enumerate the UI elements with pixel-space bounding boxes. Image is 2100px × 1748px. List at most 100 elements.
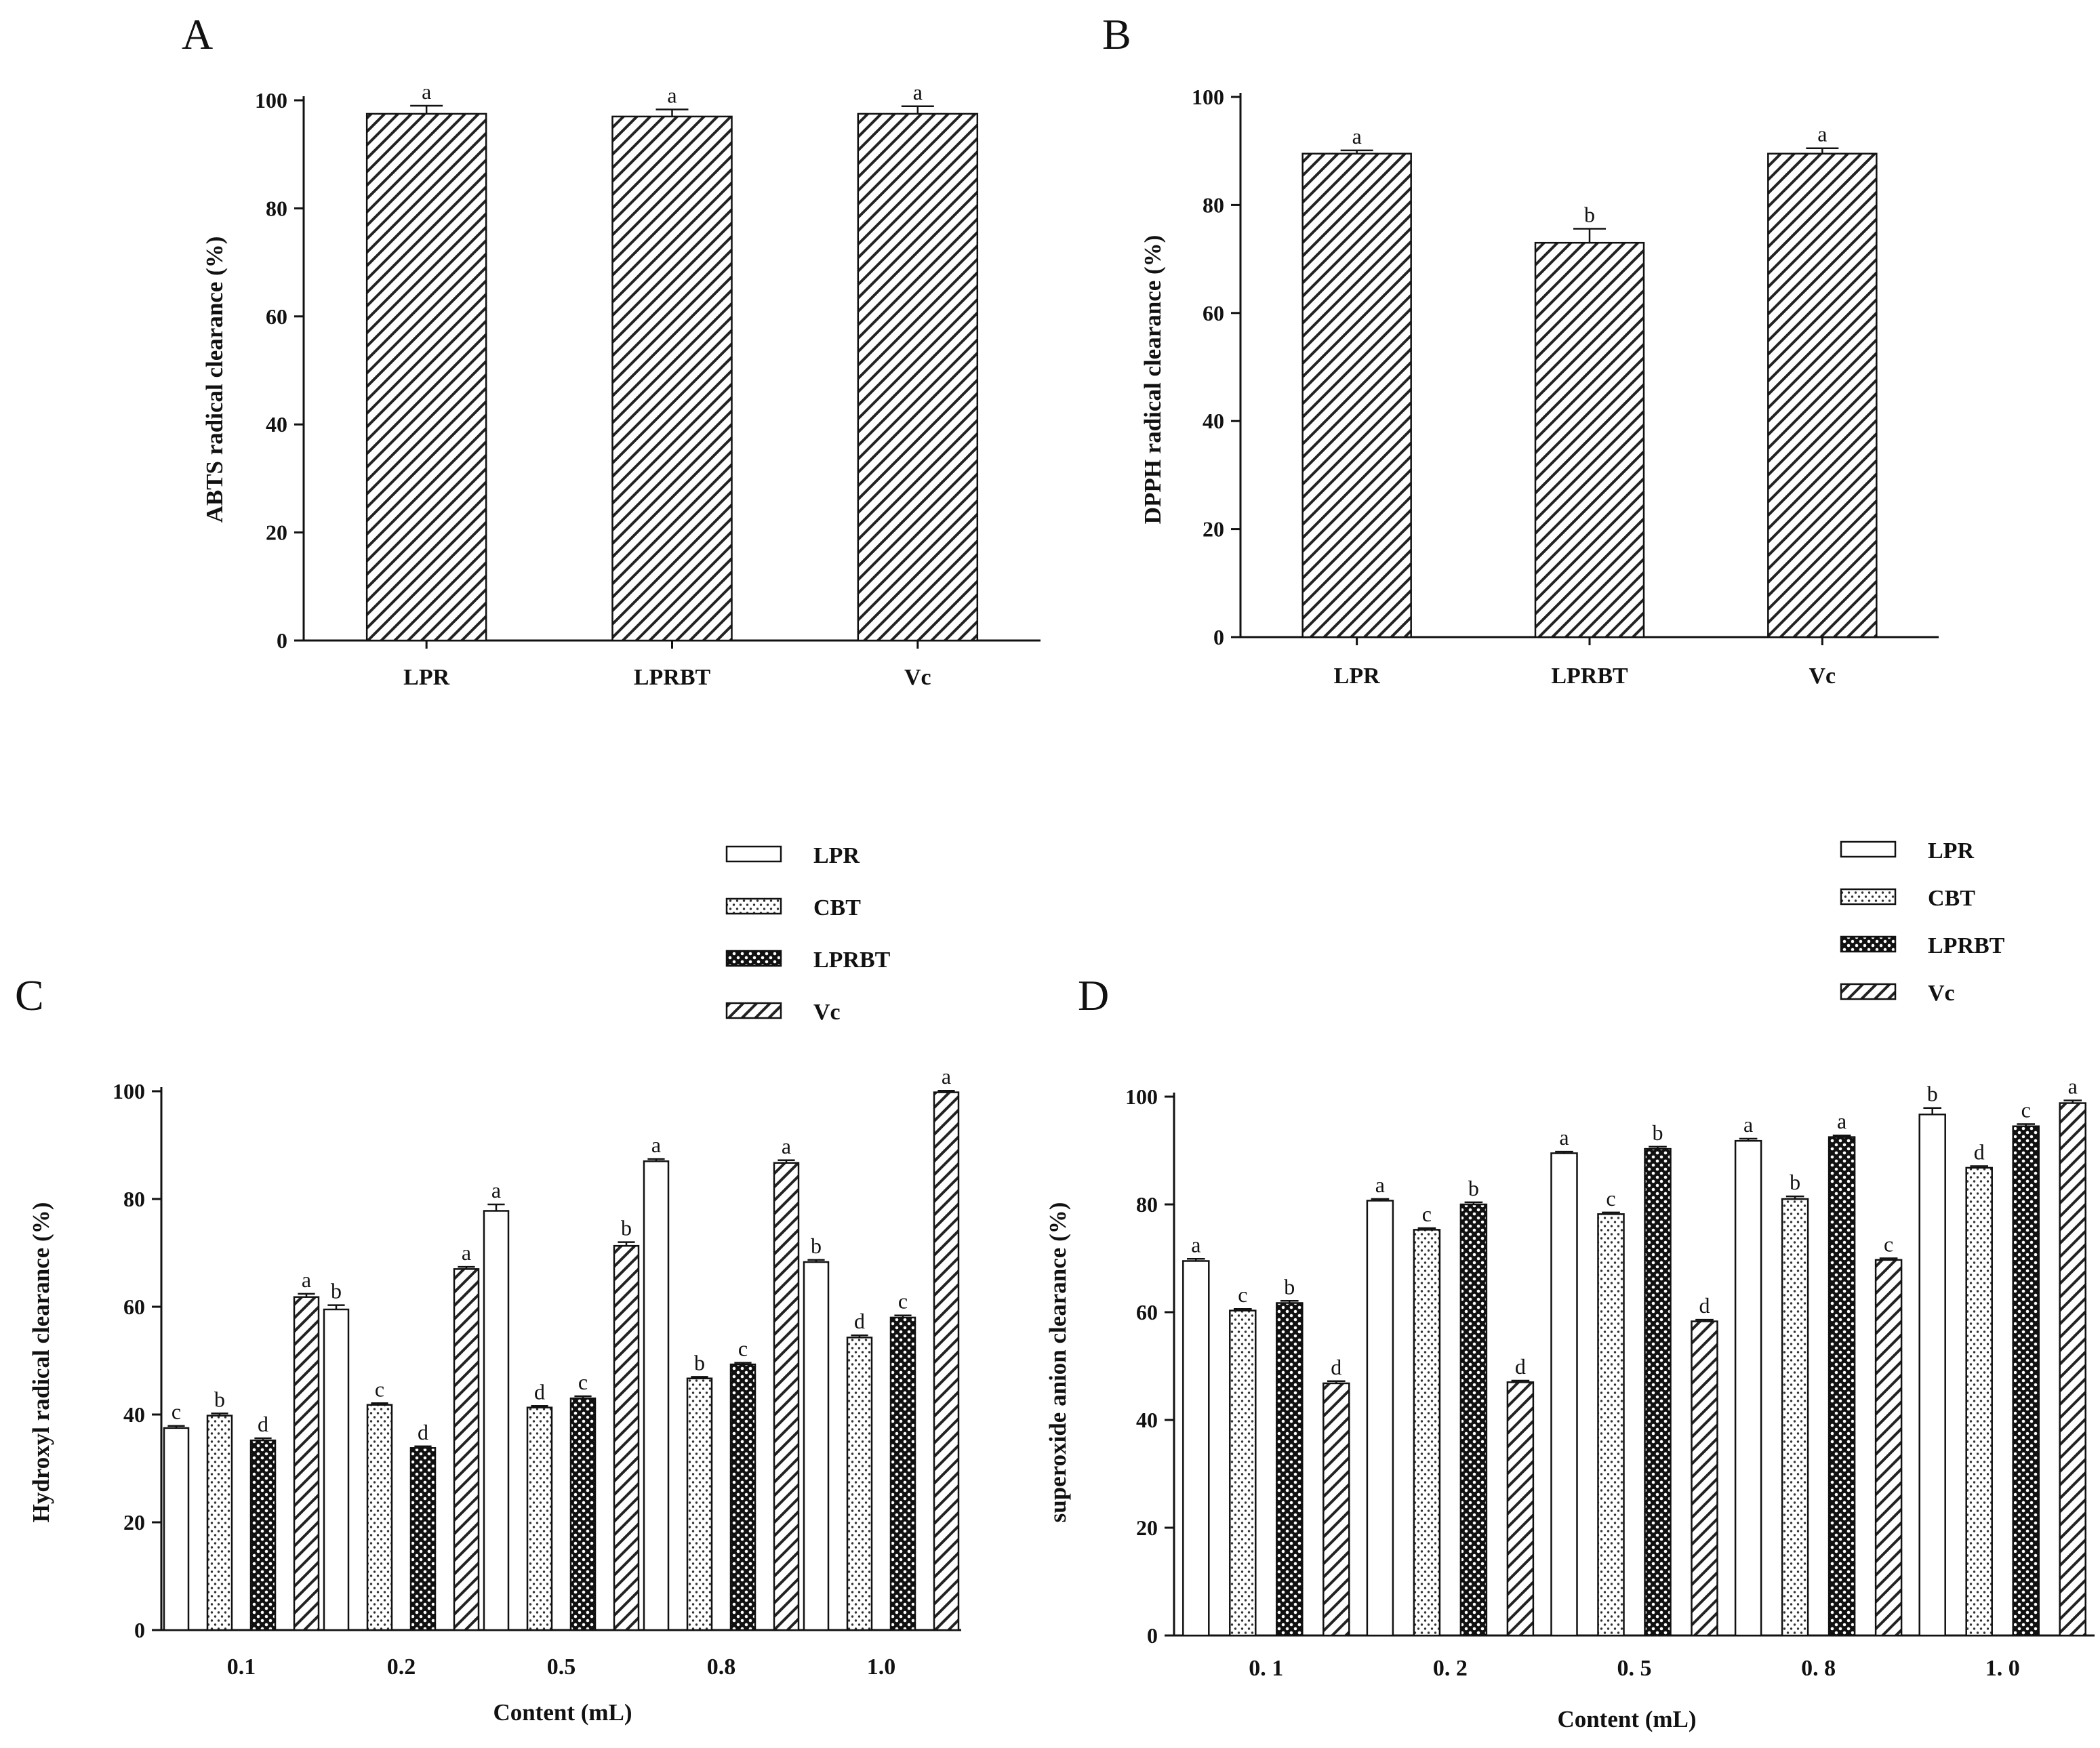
significance-label-abts-abts-lprbt: a [667,83,677,108]
x-category-label-hydroxyl-0-8: 0.8 [707,1654,736,1680]
bar-dpph-dpph-vc [1767,153,1878,638]
bar-hydroxyl-vc-0-8 [773,1162,800,1631]
chart-abts: 0 20 40 60 80 100 a a a LPR LPRBT Vc ABTS radical… [201,79,1041,690]
y-axis-title-dpph: DPPH radical clearance (%) [1139,235,1166,525]
significance-label-superoxide-lprbt-0-8: a [1837,1109,1846,1133]
legend-label-superoxide-cbt: CBT [1928,886,1975,911]
bar-hydroxyl-lprbt-0-1 [249,1439,277,1631]
bar-abts-abts-vc [857,113,979,642]
bar-superoxide-lprbt-0-2 [1459,1203,1488,1637]
bar-superoxide-vc-0-2 [1506,1381,1535,1637]
bar-superoxide-lprbt-0-1 [1276,1302,1304,1637]
chart-dpph: 0 20 40 60 80 100 a b a LPR LPRBT Vc DPPH radical… [1139,85,1939,689]
legend-label-hydroxyl-lprbt: LPRBT [813,948,891,973]
legend-label-hydroxyl-cbt: CBT [813,895,861,920]
significance-label-hydroxyl-lpr-1-0: b [811,1234,822,1258]
bar-superoxide-lpr-0-8 [1734,1139,1762,1637]
bar-hydroxyl-lpr-0-1 [163,1427,190,1631]
significance-label-superoxide-lpr-0-5: a [1559,1125,1569,1150]
legend-swatch-hydroxyl-lpr [725,845,782,863]
significance-label-superoxide-lpr-0-2: a [1375,1173,1385,1197]
significance-label-superoxide-cbt-0-8: b [1790,1170,1800,1194]
legend-swatch-hydroxyl-vc [725,1002,782,1019]
x-category-label-abts-vc: Vc [904,665,931,690]
significance-label-dpph-dpph-lpr: a [1352,124,1362,148]
legend-swatch-superoxide-lprbt [1840,935,1897,953]
y-ticks-dpph: 0 20 40 60 80 100 [1192,85,1240,649]
bar-superoxide-cbt-0-8 [1781,1198,1809,1637]
bar-hydroxyl-cbt-0-2 [366,1404,393,1631]
bar-hydroxyl-lpr-0-8 [643,1160,670,1631]
y-ticks-superoxide: 0 20 40 60 80 100 [1125,1084,1174,1648]
legend-hydroxyl: LPR CBT LPRBT Vc [725,843,891,1025]
significance-label-hydroxyl-cbt-1-0: d [854,1309,865,1333]
x-category-label-hydroxyl-1-0: 1.0 [867,1654,896,1680]
bar-hydroxyl-lprbt-1-0 [889,1316,916,1631]
panel-letter-a: A [182,10,213,58]
x-category-label-abts-lpr: LPR [403,665,449,690]
y-tick-label-dpph-20: 20 [1203,517,1224,542]
legend-label-hydroxyl-lpr: LPR [813,843,860,868]
significance-label-superoxide-lprbt-0-1: b [1284,1274,1295,1299]
significance-label-superoxide-vc-0-8: c [1884,1232,1893,1257]
x-category-label-superoxide-1-0: 1. 0 [1985,1656,2020,1681]
bar-superoxide-cbt-0-1 [1229,1309,1257,1637]
bar-superoxide-lpr-0-5 [1550,1152,1578,1637]
bar-superoxide-lprbt-1-0 [2012,1125,2040,1637]
y-axis-title-superoxide: superoxide anion clearance (%) [1045,1202,1071,1523]
x-axis-title-superoxide: Content (mL) [1557,1706,1696,1732]
x-category-label-hydroxyl-0-1: 0.1 [227,1654,256,1680]
y-axis-title-hydroxyl: Hydroxyl radical clearance (%) [28,1202,54,1523]
bar-hydroxyl-vc-1-0 [933,1091,960,1631]
significance-label-hydroxyl-cbt-0-5: d [534,1379,545,1404]
x-category-label-dpph-vc: Vc [1809,664,1836,689]
bar-superoxide-cbt-0-5 [1597,1213,1625,1637]
y-tick-label-dpph-100: 100 [1192,85,1224,109]
bar-superoxide-lprbt-0-8 [1828,1136,1856,1637]
significance-label-hydroxyl-cbt-0-8: b [694,1350,705,1375]
legend-swatch-superoxide-vc [1840,983,1897,1000]
significance-label-superoxide-cbt-0-2: c [1422,1202,1432,1226]
y-tick-label-superoxide-100: 100 [1125,1084,1158,1109]
y-ticks-hydroxyl: 0 20 40 60 80 100 [113,1079,161,1642]
x-category-label-superoxide-0-8: 0. 8 [1801,1656,1836,1681]
legend-swatch-superoxide-lpr [1840,840,1897,858]
legend-label-superoxide-vc: Vc [1928,981,1955,1006]
y-tick-label-superoxide-0: 0 [1147,1623,1158,1648]
significance-label-superoxide-cbt-0-1: c [1238,1282,1247,1307]
x-category-label-hydroxyl-0-2: 0.2 [387,1654,416,1680]
significance-label-hydroxyl-vc-0-8: a [782,1134,791,1158]
bars-dpph: a b a [1301,122,1878,638]
significance-label-superoxide-vc-0-1: d [1331,1355,1341,1379]
y-tick-label-abts-100: 100 [255,88,287,113]
x-axis-title-hydroxyl: Content (mL) [493,1699,632,1726]
significance-label-superoxide-vc-1-0: a [2068,1074,2078,1099]
significance-label-superoxide-cbt-0-5: c [1606,1186,1615,1211]
significance-label-hydroxyl-lprbt-0-8: c [738,1337,748,1361]
significance-label-hydroxyl-vc-0-1: a [302,1267,311,1292]
bar-hydroxyl-cbt-0-5 [526,1406,553,1631]
significance-label-superoxide-lprbt-1-0: c [2021,1098,2031,1122]
significance-label-hydroxyl-lprbt-0-1: d [258,1412,268,1436]
significance-label-hydroxyl-vc-0-2: a [462,1240,471,1265]
x-categories-abts: LPR LPRBT Vc [403,641,931,690]
x-categories-dpph: LPR LPRBT Vc [1334,637,1836,689]
significance-label-hydroxyl-lpr-0-8: a [651,1133,661,1157]
y-tick-label-abts-60: 60 [266,304,287,329]
significance-label-dpph-dpph-lprbt: b [1584,202,1595,226]
significance-label-superoxide-cbt-1-0: d [1974,1140,1985,1164]
y-tick-label-dpph-0: 0 [1213,625,1224,649]
y-tick-label-dpph-80: 80 [1203,192,1224,217]
bar-superoxide-vc-0-5 [1691,1320,1718,1637]
significance-label-hydroxyl-cbt-0-1: b [214,1387,225,1411]
y-tick-label-abts-0: 0 [277,628,287,653]
legend-label-superoxide-lpr: LPR [1928,838,1974,863]
bars-superoxide: a c b d a c b d a c b d a b a c b d c a [1182,1074,2086,1637]
y-tick-label-superoxide-60: 60 [1136,1300,1158,1324]
y-ticks-abts: 0 20 40 60 80 100 [255,88,304,653]
